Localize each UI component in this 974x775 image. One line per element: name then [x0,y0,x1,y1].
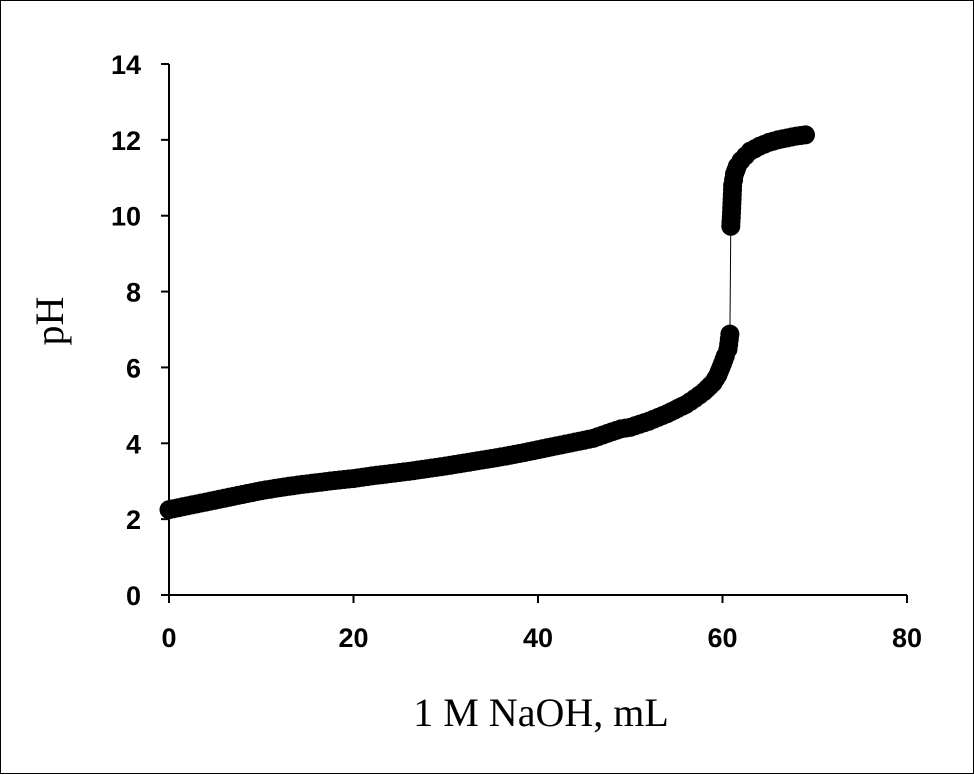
y-axis-title: pH [27,297,72,346]
x-axis-title: 1 M NaOH, mL [413,690,669,735]
y-tick-label: 4 [126,429,141,459]
x-tick-label: 0 [161,623,176,653]
x-tick-labels: 0 20 40 60 80 [161,623,922,653]
y-tick-label: 0 [126,581,141,611]
data-point [719,329,739,349]
y-tick-label: 6 [126,353,141,383]
y-tick-label: 14 [111,50,141,80]
x-tick-label: 60 [707,623,737,653]
x-tick-label: 20 [338,623,368,653]
data-point [726,160,746,180]
data-points [159,125,815,520]
data-point [791,126,811,145]
x-tick-label: 80 [892,623,922,653]
x-tick-label: 40 [523,623,553,653]
data-point [714,350,734,370]
y-tick-labels: 0 2 4 6 8 10 12 14 [111,50,141,611]
y-tick-label: 12 [111,126,141,156]
y-tick-label: 10 [111,202,141,232]
y-tick-label: 8 [126,278,141,308]
y-tick-label: 2 [126,505,141,535]
